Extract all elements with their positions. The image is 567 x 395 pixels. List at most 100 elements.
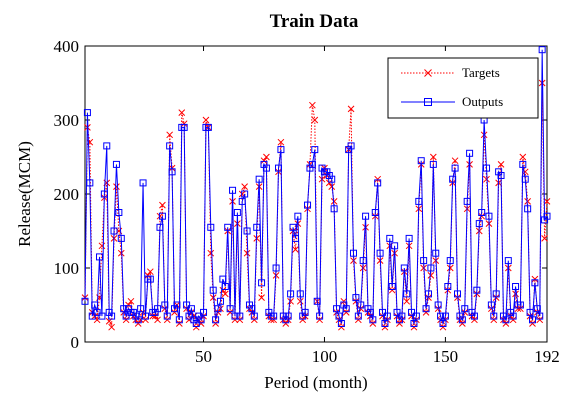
outputs-point [236,312,244,320]
targets-point [146,268,154,276]
targets-point [180,120,188,128]
outputs-point [432,249,440,257]
outputs-point [415,197,423,205]
targets-point [519,153,527,161]
targets-point [325,179,333,187]
outputs-point [185,312,193,320]
targets-point [422,309,430,316]
outputs-point [461,305,469,313]
outputs-point [412,312,420,320]
targets-point [282,320,290,327]
outputs-point [328,175,336,183]
outputs-point [521,175,529,183]
series-outputs [81,46,551,327]
outputs-point [137,305,145,313]
targets-point [306,161,314,168]
outputs-point [386,234,394,242]
outputs-point [463,197,471,205]
outputs-point [369,316,377,324]
outputs-point [366,308,374,316]
legend-outputs-label: Outputs [462,94,503,109]
targets-point [250,316,258,324]
targets-point [347,105,355,113]
outputs-point [512,283,520,290]
outputs-point [473,286,481,294]
targets-point [483,175,490,183]
outputs-point [243,227,251,235]
targets-point [127,297,135,305]
targets-point [471,316,478,324]
outputs-point [395,316,403,324]
outputs-point [224,223,232,231]
targets-point [263,153,270,161]
targets-point [134,320,142,327]
outputs-point [277,146,285,154]
outputs-point [325,172,333,179]
outputs-point [400,264,408,272]
outputs-point [439,320,447,327]
outputs-point [371,209,379,216]
outputs-point [241,190,249,198]
outputs-point [347,142,355,150]
outputs-point [364,305,372,313]
outputs-point [275,164,283,172]
targets-point [301,312,309,320]
targets-point [502,320,510,327]
targets-point [132,316,140,324]
outputs-point [528,316,536,324]
outputs-point [468,308,476,316]
outputs-point [219,275,227,283]
targets-point [316,316,323,324]
targets-point [490,316,498,324]
outputs-point [221,283,229,290]
x-axis-label: Period (month) [264,373,367,392]
targets-point [439,323,447,331]
targets-point [512,290,519,298]
outputs-point [146,275,154,283]
targets-point [369,320,377,327]
targets-point [388,286,396,294]
outputs-point [311,146,319,154]
outputs-point [354,312,362,320]
targets-point [536,316,544,324]
outputs-point [91,301,99,309]
x-tick-label: 50 [195,347,212,366]
outputs-point [444,283,452,290]
outputs-point [168,168,176,176]
legend-box [387,57,539,119]
outputs-point [294,212,302,220]
outputs-point [209,286,217,294]
targets-point [531,275,539,283]
outputs-point [485,212,493,220]
outputs-point [161,301,169,309]
outputs-point [301,308,309,316]
outputs-point [200,308,208,316]
outputs-point [323,168,331,176]
targets-point [142,316,149,324]
targets-point [429,153,437,161]
targets-point [113,183,120,190]
outputs-point [454,290,462,298]
outputs-point [108,312,116,320]
outputs-point [260,160,268,168]
targets-point [309,101,316,109]
y-ticks: 0 100 200 300 400 [54,37,547,352]
outputs-point [255,175,263,183]
outputs-point [100,190,108,198]
outputs-point [296,290,304,298]
outputs-point [214,305,222,313]
outputs-point [420,257,428,265]
targets-point [338,323,345,331]
outputs-point [335,312,343,320]
outputs-point [156,223,164,231]
targets-point [451,157,459,165]
targets-point [258,294,265,301]
outputs-point [330,205,338,213]
targets-point [159,201,166,209]
outputs-point [313,297,321,305]
targets-point [171,309,178,316]
legend-outputs-marker [424,98,432,106]
outputs-point [262,164,270,172]
outputs-point [122,312,130,320]
outputs-point [103,142,111,150]
